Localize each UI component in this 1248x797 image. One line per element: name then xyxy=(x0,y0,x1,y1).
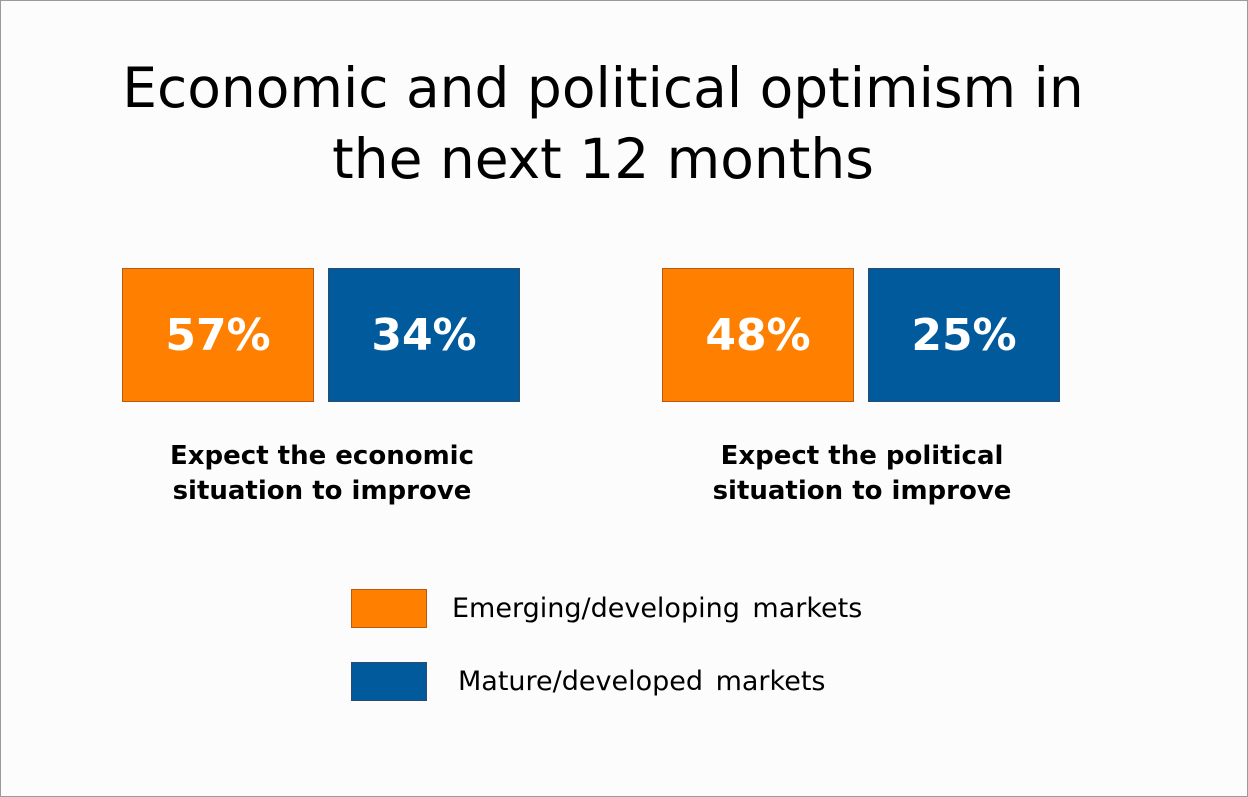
category-label-line: Expect the economic xyxy=(170,441,474,471)
value-box-political-mature: 25% xyxy=(868,268,1060,402)
category-label-economic: Expect the economic situation to improve xyxy=(112,439,532,509)
data-label: 25% xyxy=(911,309,1017,361)
category-label-political: Expect the political situation to improv… xyxy=(652,439,1072,509)
chart-title-line-2: the next 12 months xyxy=(332,127,874,191)
data-label: 57% xyxy=(165,309,271,361)
category-label-line: Expect the political xyxy=(720,441,1004,471)
category-label-line: situation to improve xyxy=(712,476,1012,506)
value-box-economic-mature: 34% xyxy=(328,268,520,402)
value-box-economic-emerging: 57% xyxy=(122,268,314,402)
legend-swatch-mature xyxy=(351,662,427,701)
value-box-political-emerging: 48% xyxy=(662,268,854,402)
data-label: 48% xyxy=(705,309,811,361)
data-label: 34% xyxy=(371,309,477,361)
legend-label-emerging: Emerging/developing markets xyxy=(452,593,863,624)
chart-title-line-1: Economic and political optimism in xyxy=(122,56,1084,120)
chart-title: Economic and political optimism in the n… xyxy=(1,53,1205,195)
category-label-line: situation to improve xyxy=(172,476,472,506)
legend-label-mature: Mature/developed markets xyxy=(458,666,826,697)
legend-swatch-emerging xyxy=(351,589,427,628)
